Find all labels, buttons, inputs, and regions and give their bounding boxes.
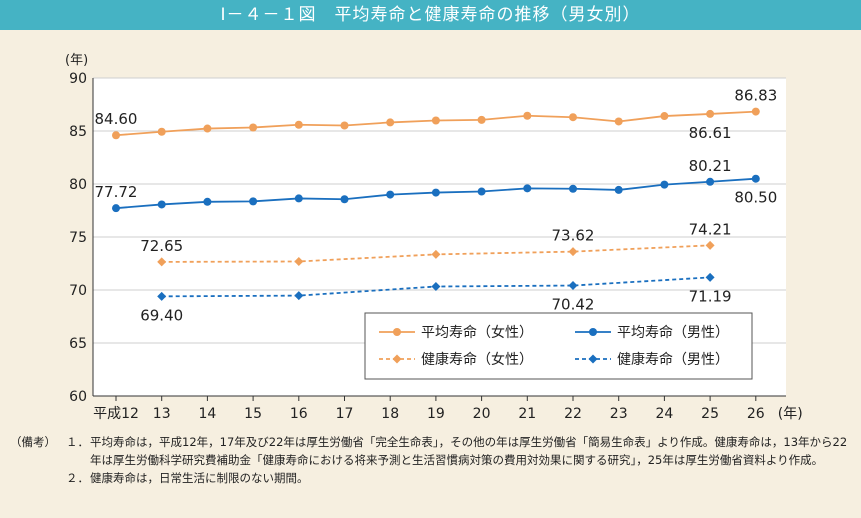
x-tick-label: 21 xyxy=(518,406,536,422)
data-point xyxy=(523,184,532,193)
data-point xyxy=(203,197,212,206)
data-point xyxy=(203,124,212,133)
legend-box xyxy=(364,312,753,380)
y-tick-label: 75 xyxy=(69,230,87,246)
data-point xyxy=(157,127,166,136)
data-point xyxy=(431,249,441,259)
data-point xyxy=(294,256,304,266)
data-point xyxy=(431,282,441,292)
legend-label: 平均寿命（女性） xyxy=(421,324,533,341)
data-point xyxy=(477,187,486,196)
note-number: ２． xyxy=(66,471,89,485)
figure-title: Ⅰ－４－１図 平均寿命と健康寿命の推移（男女別） xyxy=(0,0,861,30)
data-point xyxy=(294,291,304,301)
data-point xyxy=(569,184,577,193)
data-label: 72.65 xyxy=(140,237,183,255)
legend-marker xyxy=(589,328,597,336)
data-label: 77.72 xyxy=(95,183,138,201)
data-label: 73.62 xyxy=(552,227,595,245)
y-axis-label: (年) xyxy=(65,53,88,68)
y-tick-label: 80 xyxy=(69,177,87,193)
data-point xyxy=(249,197,258,206)
data-point xyxy=(294,194,303,203)
data-point xyxy=(157,291,167,301)
y-tick-label: 65 xyxy=(69,336,87,352)
data-point xyxy=(751,174,760,183)
x-tick-label: 14 xyxy=(198,406,216,422)
data-point xyxy=(431,116,440,125)
note-text: 平均寿命は，平成12年，17年及び22年は厚生労働省「完全生命表」，その他の年は… xyxy=(90,435,848,467)
data-point xyxy=(614,185,623,194)
x-axis-label: (年) xyxy=(778,406,803,422)
x-tick-label: 13 xyxy=(153,406,171,422)
data-label: 80.21 xyxy=(689,157,732,175)
x-tick-label: 17 xyxy=(336,406,354,422)
x-tick-label: 16 xyxy=(290,406,308,422)
data-point xyxy=(294,120,303,129)
note-number: １． xyxy=(66,435,89,449)
x-tick-label: 20 xyxy=(473,406,491,422)
data-label: 74.21 xyxy=(689,220,732,238)
x-tick-label: 18 xyxy=(381,406,399,422)
note-text: 健康寿命は，日常生活に制限のない期間。 xyxy=(90,471,309,485)
data-label: 86.61 xyxy=(689,124,732,142)
data-point xyxy=(614,117,623,126)
data-point xyxy=(431,188,440,197)
notes-head-spacer xyxy=(10,469,66,487)
note-row-1: （備考） １． 平均寿命は，平成12年，17年及び22年は厚生労働省「完全生命表… xyxy=(10,433,855,469)
data-label: 71.19 xyxy=(689,287,732,305)
data-point xyxy=(705,272,715,282)
data-point xyxy=(340,121,349,130)
data-label: 86.83 xyxy=(734,87,777,105)
data-point xyxy=(706,109,715,118)
data-label: 69.40 xyxy=(140,306,183,324)
y-tick-label: 60 xyxy=(69,389,87,405)
data-label: 70.42 xyxy=(552,296,595,314)
data-point xyxy=(112,204,120,213)
data-point xyxy=(249,123,258,132)
x-tick-label: 23 xyxy=(610,406,628,422)
x-tick-label: 19 xyxy=(427,406,445,422)
x-tick-label: 26 xyxy=(747,406,765,422)
data-point xyxy=(386,118,395,127)
data-point xyxy=(112,131,120,140)
data-point xyxy=(569,113,577,122)
data-point xyxy=(660,112,669,121)
note-row-2: ２． 健康寿命は，日常生活に制限のない期間。 xyxy=(10,469,855,487)
data-point xyxy=(751,107,760,116)
data-point xyxy=(568,247,578,257)
legend-marker xyxy=(392,354,402,364)
legend-marker xyxy=(393,328,401,336)
x-tick-label: 22 xyxy=(564,406,582,422)
x-tick-label: 平成12 xyxy=(93,406,139,422)
y-tick-label: 90 xyxy=(69,71,87,87)
data-point xyxy=(340,195,349,204)
data-point xyxy=(706,177,715,186)
notes: （備考） １． 平均寿命は，平成12年，17年及び22年は厚生労働省「完全生命表… xyxy=(10,433,855,487)
data-point xyxy=(157,200,166,209)
x-tick-label: 15 xyxy=(244,406,262,422)
x-tick-label: 24 xyxy=(655,406,673,422)
x-tick-label: 25 xyxy=(701,406,719,422)
notes-head: （備考） xyxy=(10,435,56,449)
data-point xyxy=(523,111,532,120)
data-point xyxy=(660,180,669,189)
legend-label: 健康寿命（男性） xyxy=(617,351,729,368)
y-tick-label: 85 xyxy=(69,124,87,140)
data-point xyxy=(568,281,578,291)
line-chart: 60 65 70 75 80 85 90 (年) 平成12 13 14 15 16 17 18 19 20 21 2… xyxy=(65,53,803,422)
legend-label: 平均寿命（男性） xyxy=(617,324,729,341)
y-tick-label: 70 xyxy=(69,283,87,299)
data-point xyxy=(705,240,715,250)
data-point xyxy=(386,190,395,199)
data-label: 84.60 xyxy=(95,110,138,128)
legend-label: 健康寿命（女性） xyxy=(421,351,533,368)
data-point xyxy=(157,257,167,267)
data-point xyxy=(477,115,486,124)
legend-marker xyxy=(588,354,598,364)
data-label: 80.50 xyxy=(734,189,777,207)
